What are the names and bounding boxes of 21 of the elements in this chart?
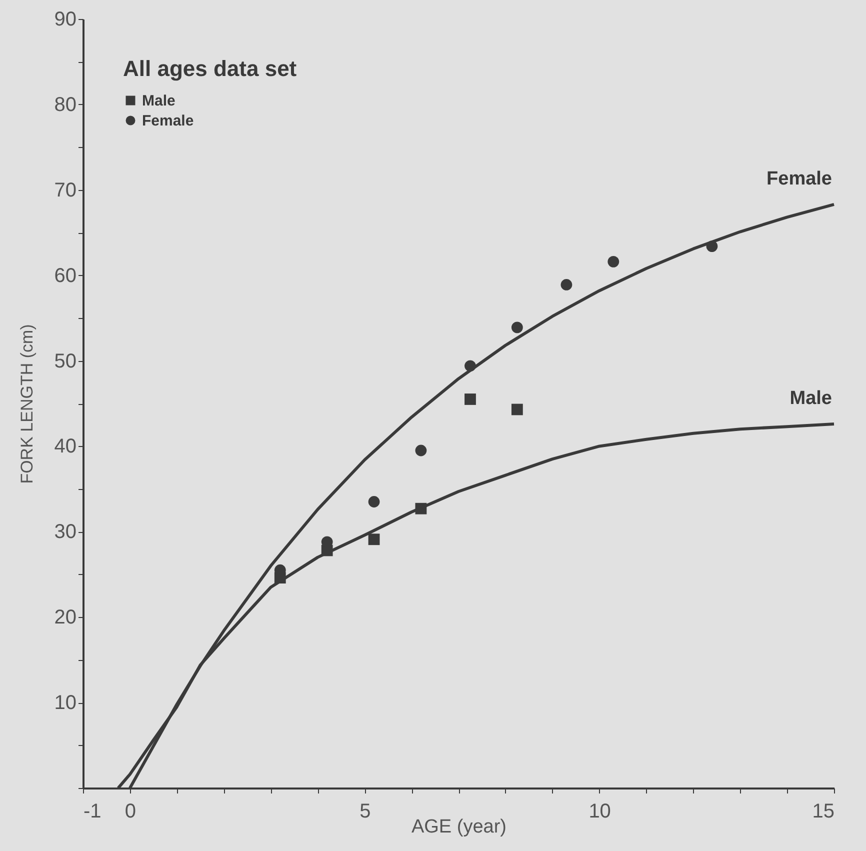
y-tick-label: 20 [54,606,76,629]
y-tick-label: 50 [54,350,76,372]
legend-label: Female [142,112,194,130]
y-axis-title: FORK LENGTH (cm) [17,324,36,484]
y-tick-label: 10 [54,692,76,714]
y-tick-label: 80 [54,94,76,116]
series-label: Female [766,168,832,190]
y-tick-label: 40 [54,436,76,458]
x-tick-label: 10 [588,800,611,822]
x-tick-label: -1 [84,800,102,822]
legend-title: All ages data set [123,56,298,81]
x-tick-label: 5 [360,800,371,822]
y-tick-label: 30 [54,521,76,544]
series-label: Male [790,388,832,410]
x-axis-title: AGE (year) [411,816,507,838]
y-tick-label: 90 [54,8,76,30]
x-tick-label: 0 [124,800,136,822]
y-tick-label: 70 [54,179,76,202]
y-tick-label: 60 [54,264,76,287]
legend-label: Male [142,92,176,110]
x-tick-label: 15 [812,800,834,822]
